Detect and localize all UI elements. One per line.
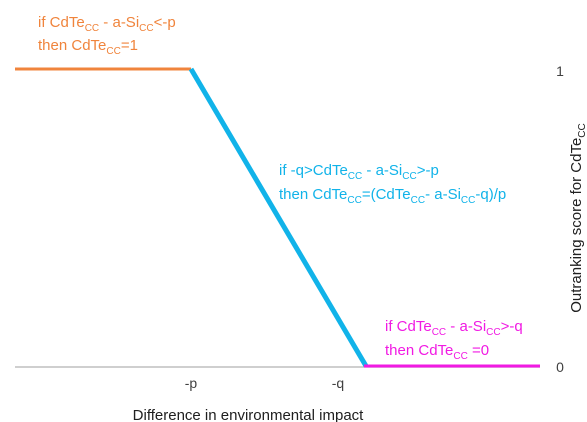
rule-bottom-line1: if CdTeCC - a-SiCC>-q — [385, 318, 523, 338]
y-tick-label-0: 0 — [556, 359, 564, 375]
rule-top-line2: then CdTeCC=1 — [38, 37, 138, 57]
y-tick-label-1: 1 — [556, 63, 564, 79]
x-axis-title: Difference in environmental impact — [133, 407, 365, 422]
rule-top-line1: if CdTeCC - a-SiCC<-p — [38, 14, 176, 34]
rule-middle-line1: if -q>CdTeCC - a-SiCC>-p — [279, 162, 439, 182]
y-axis-title: Outranking score for CdTeCC — [568, 123, 587, 313]
rule-middle-line2: then CdTeCC=(CdTeCC- a-SiCC-q)/p — [279, 186, 506, 206]
rule-bottom-line2: then CdTeCC =0 — [385, 342, 489, 362]
x-tick-label-p: -p — [185, 375, 198, 391]
x-tick-label-q: -q — [332, 375, 344, 391]
linear-transition-segment — [188, 67, 369, 368]
